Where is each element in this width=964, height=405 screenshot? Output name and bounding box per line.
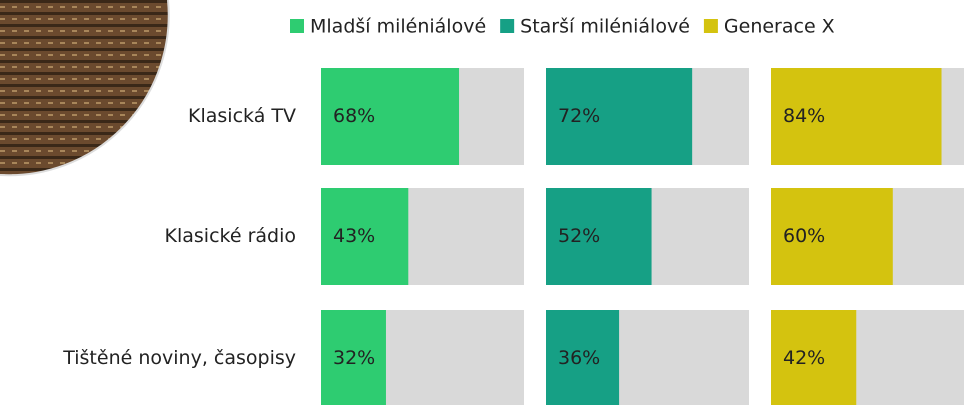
value-label: 43% bbox=[333, 225, 375, 247]
decorative-photo bbox=[0, 0, 169, 175]
value-label: 84% bbox=[783, 105, 825, 127]
legend-label: Mladší miléniálové bbox=[310, 16, 486, 38]
value-label: 60% bbox=[783, 225, 825, 247]
page: Klasická TV Klasické rádio Tištěné noviny,… bbox=[0, 0, 964, 405]
category-label: Tištěné noviny, časopisy bbox=[62, 347, 296, 369]
chart: Klasická TV Klasické rádio Tištěné noviny,… bbox=[0, 0, 964, 405]
value-label: 32% bbox=[333, 347, 375, 369]
category-label: Klasické rádio bbox=[165, 225, 296, 247]
legend-label: Generace X bbox=[724, 16, 835, 38]
value-label: 72% bbox=[558, 105, 600, 127]
value-label: 42% bbox=[783, 347, 825, 369]
value-label: 36% bbox=[558, 347, 600, 369]
category-label: Klasická TV bbox=[188, 105, 296, 127]
legend-swatch bbox=[704, 19, 718, 33]
legend-swatch bbox=[500, 19, 514, 33]
value-label: 68% bbox=[333, 105, 375, 127]
legend-label: Starší miléniálové bbox=[520, 16, 690, 38]
legend-swatch bbox=[290, 19, 304, 33]
value-label: 52% bbox=[558, 225, 600, 247]
